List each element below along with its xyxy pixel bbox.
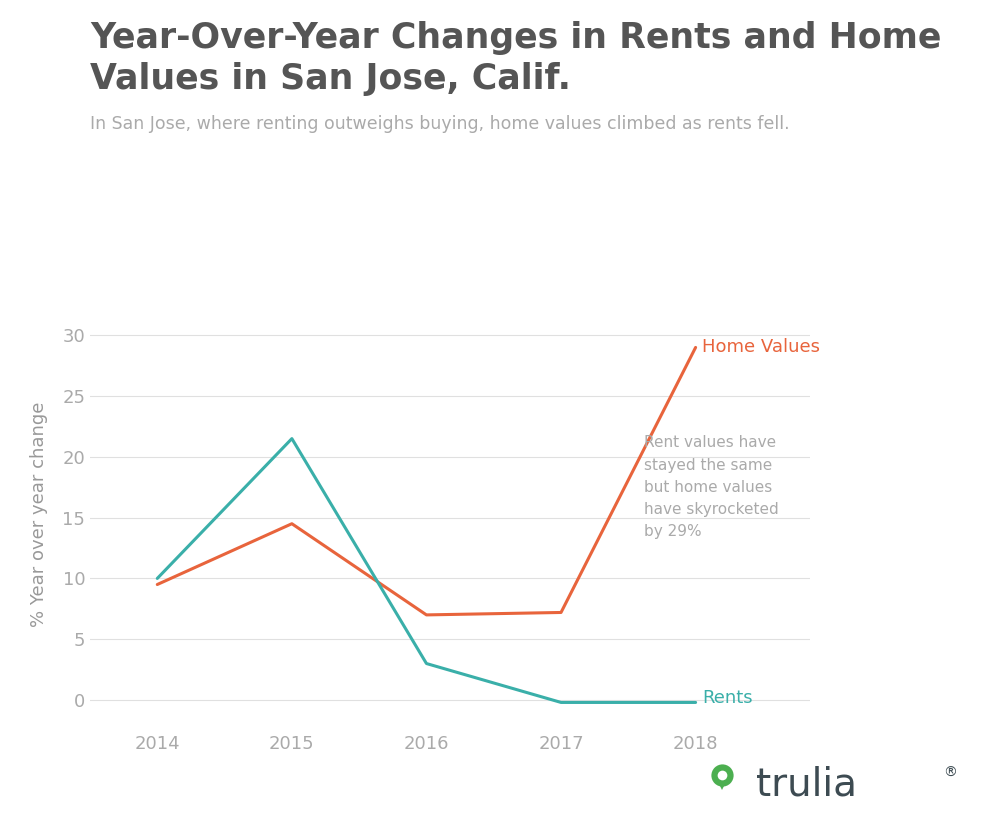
Text: Home Values: Home Values xyxy=(702,339,820,356)
Text: ®: ® xyxy=(944,766,957,780)
Text: Values in San Jose, Calif.: Values in San Jose, Calif. xyxy=(90,62,571,96)
Text: Rent values have
stayed the same
but home values
have skyrocketed
by 29%: Rent values have stayed the same but hom… xyxy=(644,436,779,540)
Text: Year-Over-Year Changes in Rents and Home: Year-Over-Year Changes in Rents and Home xyxy=(90,21,941,55)
Text: Rents: Rents xyxy=(702,689,753,706)
Y-axis label: % Year over year change: % Year over year change xyxy=(30,402,48,627)
Text: In San Jose, where renting outweighs buying, home values climbed as rents fell.: In San Jose, where renting outweighs buy… xyxy=(90,115,790,133)
Text: trulia: trulia xyxy=(756,765,857,803)
